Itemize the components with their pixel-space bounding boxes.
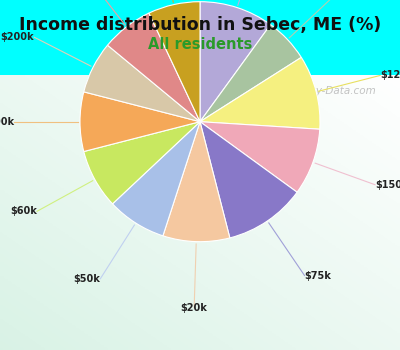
Wedge shape <box>200 122 297 238</box>
Wedge shape <box>84 122 200 204</box>
Text: > $200k: > $200k <box>0 117 14 127</box>
Wedge shape <box>80 92 200 152</box>
Wedge shape <box>200 25 301 122</box>
Text: $20k: $20k <box>181 303 208 313</box>
Text: $200k: $200k <box>1 32 34 42</box>
Text: All residents: All residents <box>148 37 252 52</box>
Wedge shape <box>108 13 200 122</box>
Wedge shape <box>200 2 270 122</box>
Text: $150k: $150k <box>375 180 400 190</box>
Text: Income distribution in Sebec, ME (%): Income distribution in Sebec, ME (%) <box>19 16 381 34</box>
Text: $125k: $125k <box>380 70 400 80</box>
Wedge shape <box>149 2 200 122</box>
Wedge shape <box>112 122 200 236</box>
Text: $75k: $75k <box>304 271 332 281</box>
Text: $50k: $50k <box>74 274 100 284</box>
Text: @ City-Data.com: @ City-Data.com <box>288 86 376 96</box>
Wedge shape <box>200 57 320 129</box>
Text: $60k: $60k <box>10 206 37 216</box>
Wedge shape <box>84 45 200 122</box>
Wedge shape <box>163 122 230 242</box>
Wedge shape <box>200 122 320 192</box>
